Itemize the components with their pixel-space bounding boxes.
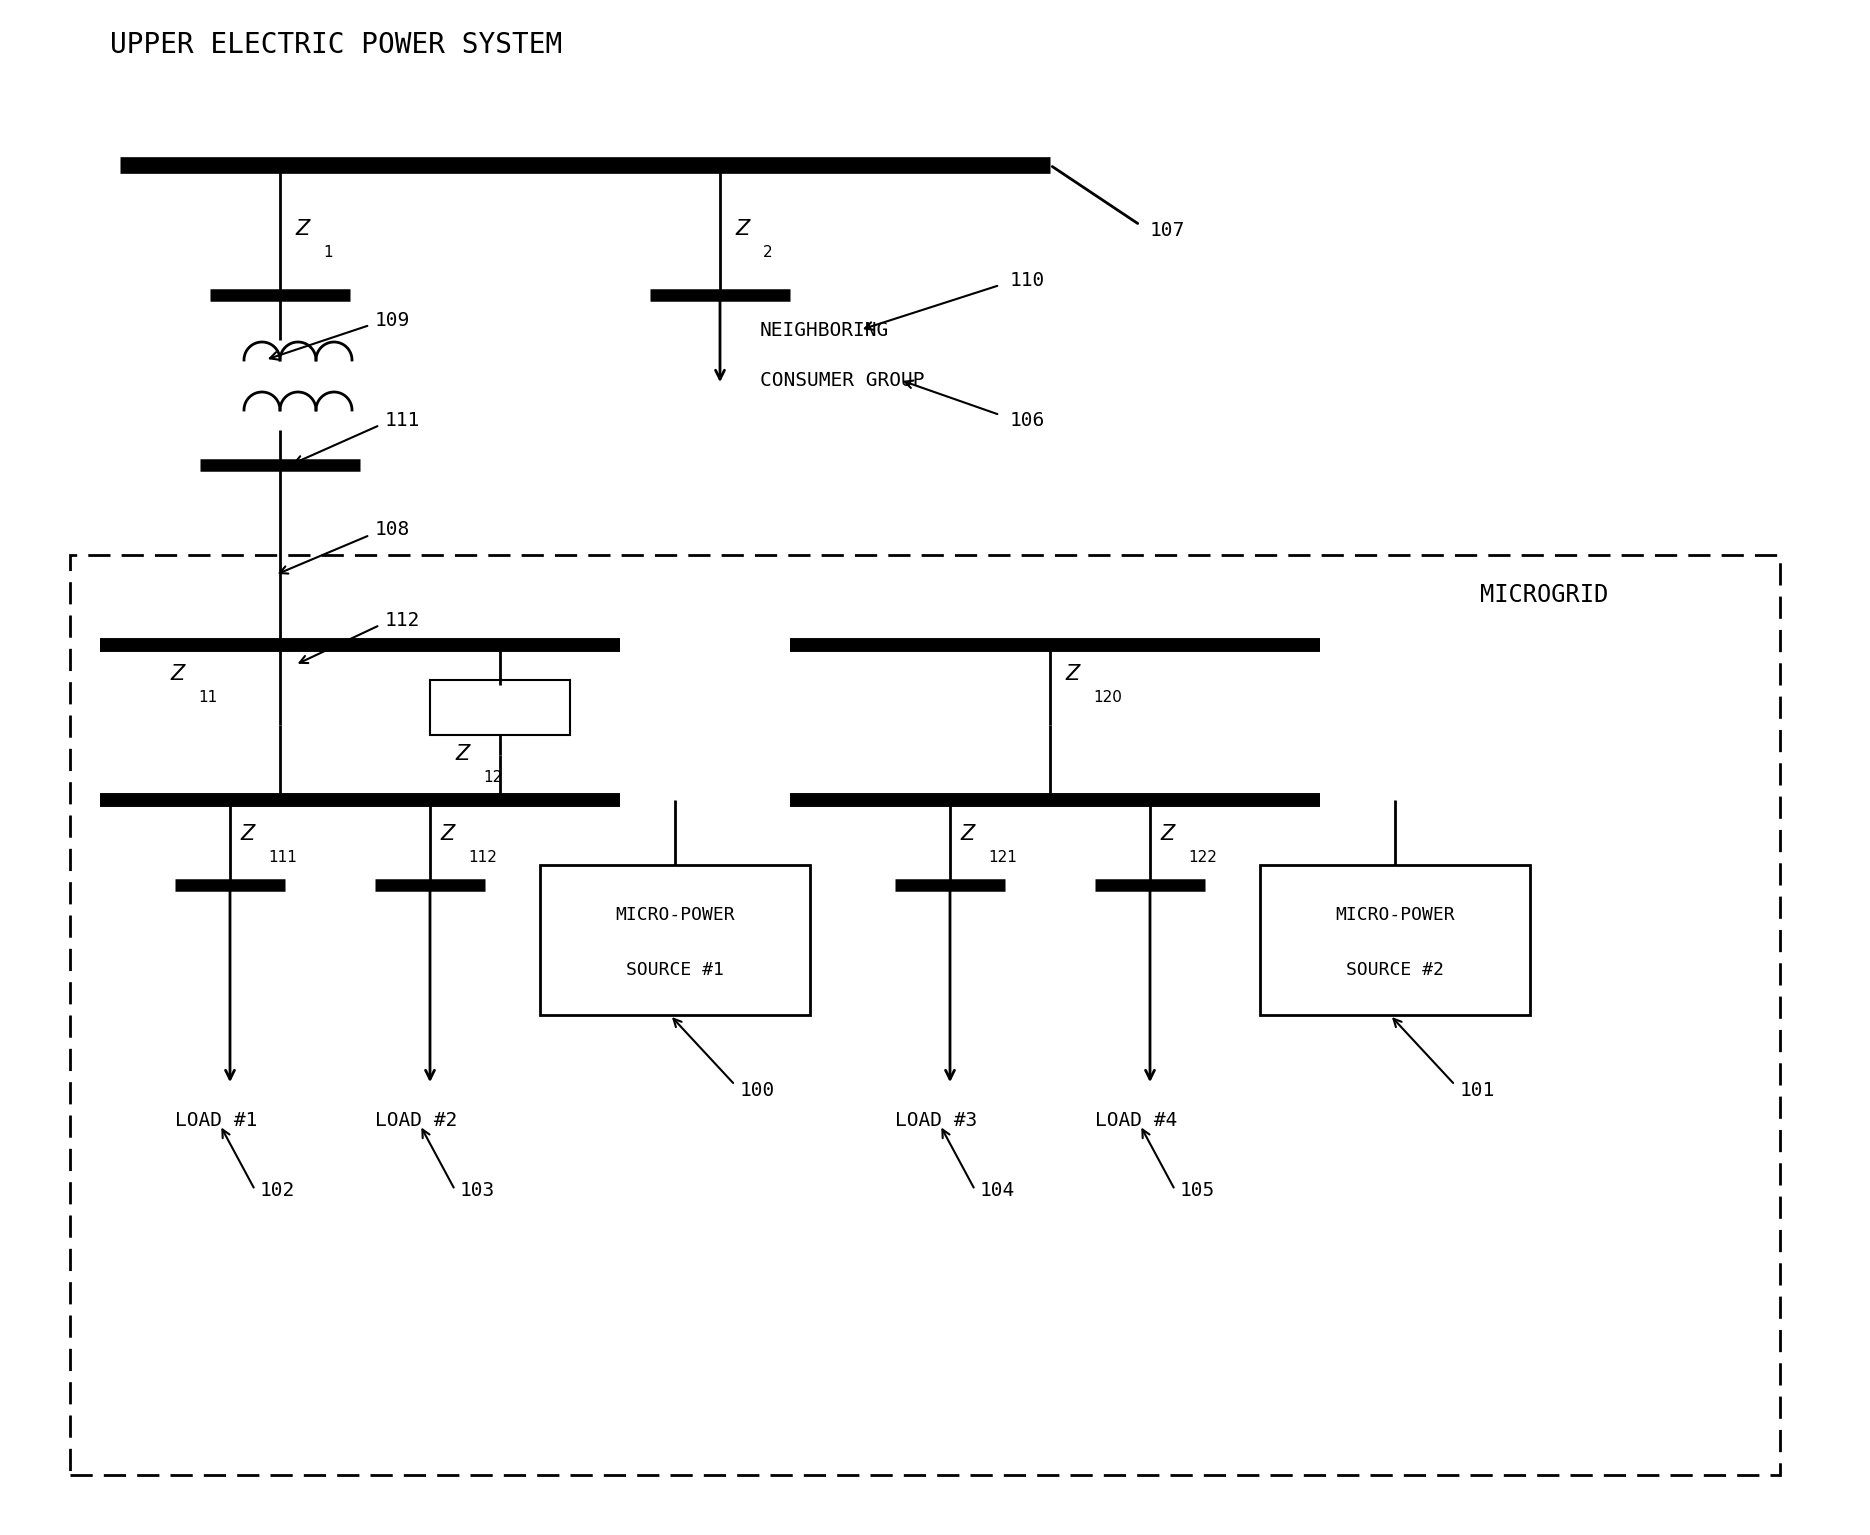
Text: 108: 108: [376, 520, 410, 539]
Text: LOAD #1: LOAD #1: [176, 1110, 258, 1130]
Text: 107: 107: [1150, 221, 1186, 239]
Text: 11: 11: [198, 691, 217, 705]
Text: CONSUMER GROUP: CONSUMER GROUP: [759, 370, 924, 390]
Text: Z: Z: [239, 824, 254, 844]
Text: MICRO-POWER: MICRO-POWER: [615, 906, 735, 924]
Text: Z: Z: [1066, 665, 1079, 685]
Text: 109: 109: [376, 310, 410, 330]
Text: SOURCE #2: SOURCE #2: [1346, 961, 1444, 979]
Text: 2: 2: [763, 246, 772, 259]
Text: 112: 112: [468, 850, 497, 866]
Bar: [1260, 866, 1530, 1015]
Text: 1: 1: [324, 246, 333, 259]
Text: Z: Z: [295, 220, 309, 239]
Text: UPPER ELECTRIC POWER SYSTEM: UPPER ELECTRIC POWER SYSTEM: [110, 31, 563, 58]
Text: Z: Z: [170, 665, 185, 685]
Text: 100: 100: [741, 1081, 776, 1099]
Bar: [430, 680, 570, 735]
Text: 103: 103: [460, 1180, 496, 1199]
Text: SOURCE #1: SOURCE #1: [626, 961, 724, 979]
Text: 112: 112: [385, 611, 421, 629]
Text: Z: Z: [439, 824, 454, 844]
Text: 110: 110: [1010, 270, 1045, 290]
Bar: [540, 866, 810, 1015]
Text: LOAD #3: LOAD #3: [896, 1110, 978, 1130]
Text: 106: 106: [1010, 410, 1045, 430]
Text: LOAD #2: LOAD #2: [376, 1110, 458, 1130]
Text: 12: 12: [482, 771, 503, 784]
Text: 111: 111: [385, 410, 421, 430]
Text: Z: Z: [1159, 824, 1174, 844]
Text: MICRO-POWER: MICRO-POWER: [1335, 906, 1455, 924]
Text: 101: 101: [1460, 1081, 1496, 1099]
Text: Z: Z: [454, 744, 469, 764]
Text: 104: 104: [980, 1180, 1015, 1199]
Text: 111: 111: [267, 850, 297, 866]
Text: 122: 122: [1187, 850, 1217, 866]
Text: 105: 105: [1180, 1180, 1216, 1199]
Text: NEIGHBORING: NEIGHBORING: [759, 321, 890, 339]
Text: LOAD #4: LOAD #4: [1096, 1110, 1178, 1130]
Bar: [69, 556, 1780, 1475]
Text: 102: 102: [260, 1180, 295, 1199]
Text: 120: 120: [1092, 691, 1122, 705]
Text: Z: Z: [735, 220, 750, 239]
Text: Z: Z: [959, 824, 974, 844]
Text: 121: 121: [987, 850, 1017, 866]
Text: MICROGRID: MICROGRID: [1479, 583, 1608, 606]
